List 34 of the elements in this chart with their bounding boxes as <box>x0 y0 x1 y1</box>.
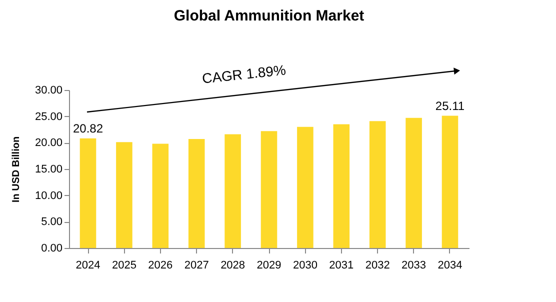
bar <box>297 126 314 248</box>
x-tick-label: 2024 <box>76 260 100 272</box>
y-axis-title: In USD Billion <box>10 136 22 203</box>
bar <box>260 131 278 248</box>
y-tick-label: 20.00 <box>34 137 62 150</box>
data-label: 20.82 <box>72 121 104 136</box>
bar <box>224 134 241 248</box>
bar <box>369 121 386 248</box>
y-tick-label: 10.00 <box>34 190 62 202</box>
bar <box>80 138 96 248</box>
x-tick-label: 2032 <box>365 260 390 272</box>
x-tick-label: 2028 <box>220 260 246 272</box>
y-tick-label: 0.00 <box>41 242 62 254</box>
x-tick-label: 2026 <box>148 260 173 272</box>
bar <box>188 138 205 248</box>
y-tick-label: 15.00 <box>34 164 62 176</box>
bar <box>333 124 350 248</box>
x-tick-label: 2034 <box>438 260 462 272</box>
x-tick-label: 2025 <box>112 260 136 272</box>
x-tick-label: 2029 <box>256 260 282 272</box>
text: CAGR 1.89% <box>201 62 287 86</box>
x-tick-label: 2030 <box>292 260 318 272</box>
x-tick-label: 2027 <box>184 260 209 272</box>
y-tick-label: 30.00 <box>34 84 62 96</box>
data-label: 25.11 <box>435 98 465 113</box>
y-tick-label: 5.00 <box>41 216 62 228</box>
x-tick-label: 2031 <box>329 260 354 272</box>
bar <box>116 142 132 248</box>
bar <box>442 116 458 248</box>
bar <box>152 144 169 248</box>
y-tick-label: 25.00 <box>34 110 62 123</box>
bar <box>406 118 422 248</box>
x-tick-label: 2033 <box>402 260 426 272</box>
chart-title: Global Ammunition Market <box>174 8 364 25</box>
